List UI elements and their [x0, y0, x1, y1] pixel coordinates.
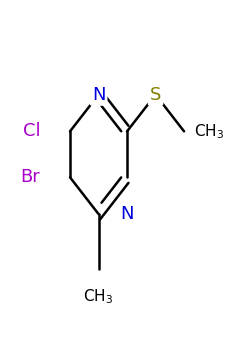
Text: S: S — [150, 86, 161, 104]
Text: $\mathregular{CH_3}$: $\mathregular{CH_3}$ — [84, 287, 114, 306]
Text: Br: Br — [21, 168, 40, 186]
Text: N: N — [120, 205, 134, 223]
Text: Cl: Cl — [23, 122, 40, 140]
Text: N: N — [92, 86, 105, 104]
Text: $\mathregular{CH_3}$: $\mathregular{CH_3}$ — [194, 122, 224, 141]
